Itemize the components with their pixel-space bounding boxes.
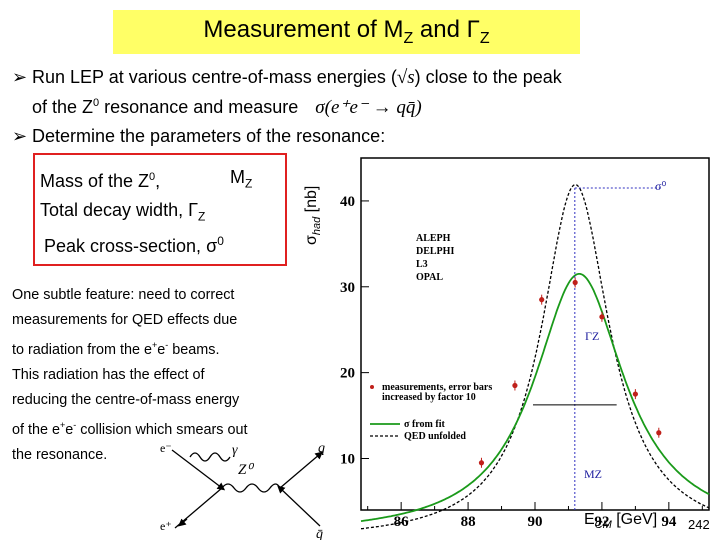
quark-line [279,451,323,489]
legend-measurements: measurements, error bars [382,382,492,393]
x-tick-label: 92 [594,514,609,530]
exp-l3: L3 [416,259,428,270]
sigma0-annotation: σ⁰ [655,179,666,193]
bullet-2: ➢ Determine the parameters of the resonan… [12,126,386,146]
cross-section-formula: σ(e⁺e⁻ → qq̄) [315,97,422,118]
legend-measurements-2: increased by factor 10 [382,392,476,403]
data-point [539,297,545,303]
y-tick-label: 20 [340,366,355,382]
sqrt-s-formula: √s [396,67,415,88]
parameters-box [33,153,287,266]
slide-title: Measurement of MZ and ΓZ [203,16,490,47]
qed-note: One subtle feature: need to correct meas… [12,287,248,463]
feyn-e-plus: e⁺ [160,519,172,533]
y-tick-label: 30 [340,280,355,296]
data-points [478,277,662,468]
exp-delphi: DELPHI [416,246,454,257]
mz-annotation: MZ [584,467,602,481]
plot-frame [360,157,710,511]
data-point [572,279,578,286]
photon-line [189,452,231,462]
page-number: 242 [688,517,710,532]
data-point [632,391,638,397]
data-point [478,460,485,466]
gammaz-annotation: ΓZ [585,329,599,343]
param-width: Total decay width, ΓZ [40,200,206,224]
x-tick-label: 94 [661,514,677,530]
bullet-arrow-icon: ➢ [12,67,28,87]
electron-line [171,449,226,491]
param-peak: Peak cross-section, σ0 [44,234,224,256]
y-ticks: 10 20 30 40 [340,194,369,467]
y-tick-label: 40 [340,194,355,210]
qed-unfolded-curve [360,183,710,530]
z-propagator [221,483,281,493]
exp-aleph: ALEPH [416,233,451,244]
legend-unfolded: QED unfolded [404,431,466,442]
legend-point-marker [370,385,374,389]
data-point [599,314,605,320]
x-axis-label: ECM [GeV] [584,511,658,532]
feynman-diagram [171,449,323,529]
bullet-1: ➢ Run LEP at various centre-of-mass energ… [12,67,562,88]
bullet-arrow-icon: ➢ [12,126,28,146]
data-point [512,382,518,389]
legend-fit: σ from fit [404,419,445,430]
exp-opal: OPAL [416,272,443,283]
param-mass: Mass of the Z0, MZ [40,167,253,191]
positron-line [174,487,223,529]
y-tick-label: 10 [340,451,355,467]
title-highlight [113,10,580,54]
data-point [656,430,662,436]
feyn-gamma: γ [232,443,238,458]
feyn-z0: Z⁰ [238,462,254,478]
feyn-e-minus: e⁻ [160,441,172,455]
sigma-fit-curve [360,273,710,522]
x-tick-label: 88 [461,514,476,530]
bullet-1-line2: of the Z0 resonance and measure σ(e⁺e⁻ →… [32,97,422,118]
antiquark-line [277,485,321,527]
feyn-qbar: q̄ [316,527,323,540]
feyn-q: q [318,441,325,456]
x-tick-label: 90 [528,514,543,530]
